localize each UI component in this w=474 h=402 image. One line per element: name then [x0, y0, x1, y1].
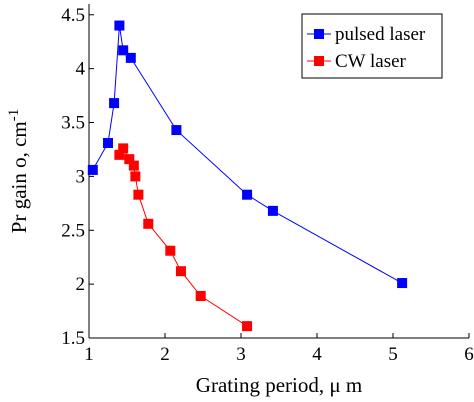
x-tick-label: 4 — [312, 344, 322, 365]
data-point — [175, 266, 186, 277]
y-tick-label: 2 — [76, 274, 86, 295]
data-point — [125, 52, 136, 63]
y-tick-label: 4 — [76, 59, 86, 80]
y-tick-label: 3 — [76, 166, 86, 187]
x-ticks: 1 2 3 4 5 6 — [84, 333, 474, 365]
legend-marker-pulsed — [314, 29, 324, 39]
y-tick-label: 3.5 — [61, 113, 85, 134]
data-point — [267, 205, 278, 216]
legend-label-pulsed: pulsed laser — [335, 24, 426, 45]
data-point — [124, 154, 135, 165]
data-point — [242, 189, 253, 200]
y-ticks: 1.5 2 2.5 3 3.5 4 4.5 — [61, 5, 94, 349]
legend: pulsed laser CW laser — [301, 13, 443, 79]
x-tick-label: 2 — [160, 344, 170, 365]
data-point — [118, 143, 129, 154]
x-tick-label: 6 — [464, 344, 474, 365]
data-point — [103, 137, 113, 148]
data-point — [109, 98, 120, 109]
data-point — [195, 290, 206, 301]
y-tick-label: 1.5 — [61, 328, 85, 349]
y-tick-label: 2.5 — [61, 220, 85, 241]
legend-label-cw: CW laser — [335, 51, 407, 72]
y-axis-title: Pr gain o, cm-1 — [6, 109, 31, 233]
x-axis-title: Grating period, μ m — [196, 373, 362, 397]
data-point — [118, 45, 129, 56]
data-point — [114, 20, 125, 31]
x-tick-label: 1 — [84, 344, 94, 365]
legend-marker-cw — [314, 56, 324, 66]
data-point — [242, 321, 253, 332]
legend-box — [301, 13, 443, 79]
y-axis-title-superscript: -1 — [6, 109, 22, 122]
y-axis-title-main: Pr gain o, cm — [7, 121, 31, 233]
data-point — [171, 125, 182, 136]
x-tick-label: 5 — [388, 344, 398, 365]
data-point — [143, 218, 154, 229]
data-point — [87, 164, 98, 175]
data-point — [165, 245, 176, 256]
data-point — [114, 149, 125, 160]
y-tick-label: 4.5 — [61, 5, 85, 26]
data-point — [133, 189, 144, 200]
x-tick-label: 3 — [236, 344, 246, 365]
data-point — [130, 171, 141, 182]
data-point — [128, 160, 139, 171]
series-layer — [87, 20, 408, 332]
data-point — [397, 278, 408, 289]
